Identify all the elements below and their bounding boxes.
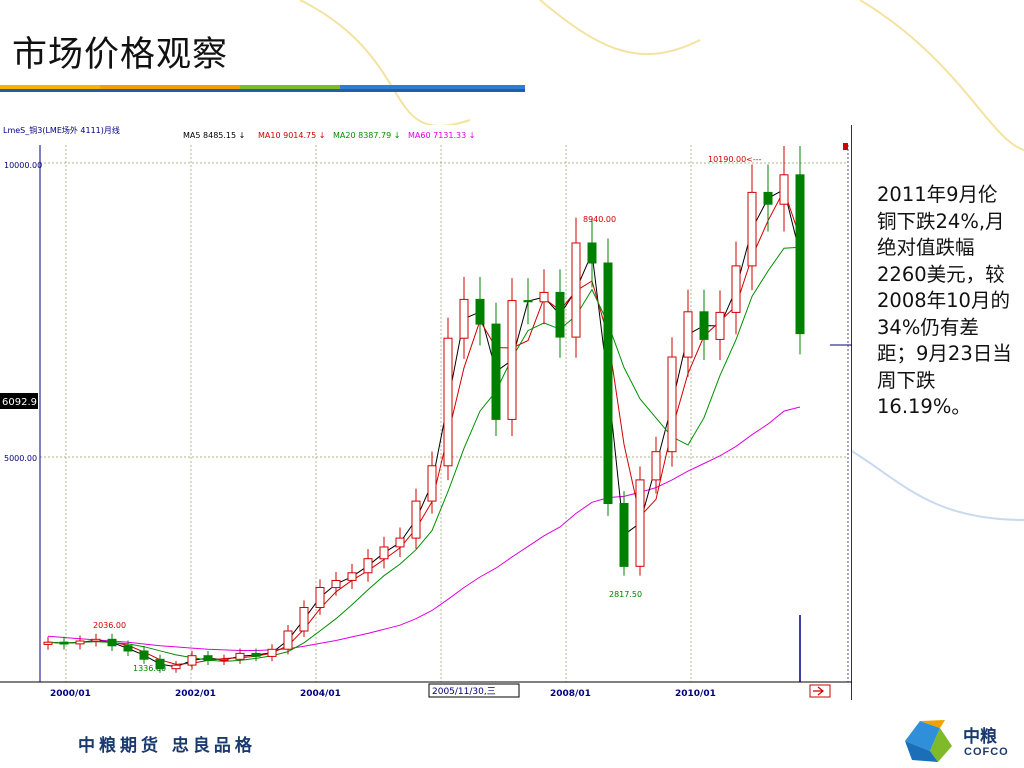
- candle: [411, 488, 421, 549]
- candle: [539, 269, 549, 325]
- candle: [459, 276, 469, 359]
- candle: [91, 633, 101, 647]
- candle: [139, 646, 149, 664]
- price-tag-box: [0, 393, 38, 409]
- candle: [347, 563, 357, 590]
- candle: [155, 654, 165, 673]
- candle: [331, 571, 341, 596]
- annotation-high-2011: 10190.00<---: [708, 155, 762, 164]
- ma60-label: MA60 7131.33 ↓: [408, 131, 475, 140]
- candle: [523, 278, 533, 325]
- y-tick-5000: 5000.00: [4, 454, 37, 463]
- candle: [59, 636, 69, 650]
- candle: [123, 640, 133, 657]
- x-tick-2010: 2010/01: [675, 689, 716, 699]
- commentary-text: 2011年9月伦铜下跌24%,月绝对值跌幅2260美元，较2008年10月的34…: [877, 183, 1012, 418]
- scroll-right-icon[interactable]: [809, 684, 831, 698]
- ma5-label: MA5 8485.15 ↓: [183, 131, 245, 140]
- x-tick-2002: 2002/01: [175, 689, 216, 699]
- candle: [427, 451, 437, 514]
- price-tag-value: 6092.9: [2, 397, 37, 408]
- candle: [443, 317, 453, 481]
- title-underline: [0, 85, 525, 92]
- candles: [43, 145, 805, 673]
- cofco-logo-icon: [905, 720, 952, 762]
- candle: [651, 436, 661, 494]
- candle: [507, 278, 517, 436]
- chart-symbol-label: LmeS_铜3(LME场外 4111)月线: [3, 125, 120, 135]
- candle: [571, 217, 581, 358]
- footer-slogan: 中粮期货 忠良品格: [78, 736, 256, 756]
- candle: [683, 289, 693, 377]
- ma10-label: MA10 9014.75 ↓: [258, 131, 325, 140]
- candle: [379, 536, 389, 569]
- candle: [667, 337, 677, 467]
- annotation-low-2008: 2817.50: [609, 590, 642, 599]
- candle: [699, 289, 709, 360]
- candlestick-chart: LmeS_铜3(LME场外 4111)月线 MA5 8485.15 ↓ MA10…: [0, 125, 852, 700]
- ma20-line: [47, 246, 801, 662]
- candle: [635, 466, 645, 576]
- x-tick-2000: 2000/01: [50, 689, 91, 699]
- logo-chinese-name: 中粮: [963, 727, 997, 747]
- candle: [731, 241, 741, 335]
- x-tick-2008: 2008/01: [550, 689, 591, 699]
- candle: [747, 164, 757, 291]
- candle: [715, 290, 725, 360]
- ma60-line: [47, 406, 801, 651]
- candle: [763, 164, 773, 232]
- annotation-high-2006: 8940.00: [583, 215, 616, 224]
- cursor-date-box: [428, 683, 520, 698]
- logo-english-name: COFCO: [964, 746, 1009, 758]
- candle: [187, 650, 197, 670]
- candle: [219, 654, 229, 665]
- candle: [363, 549, 373, 582]
- candle: [235, 648, 245, 664]
- candle: [203, 650, 213, 665]
- candle: [587, 217, 597, 288]
- candle: [299, 600, 309, 638]
- candle: [619, 491, 629, 576]
- candle: [555, 269, 565, 358]
- cursor-date-label: 2005/11/30,三: [432, 687, 496, 697]
- candle: [315, 579, 325, 615]
- ma20-label: MA20 8387.79 ↓: [333, 131, 400, 140]
- candle: [475, 276, 485, 346]
- candle: [795, 145, 805, 355]
- y-tick-10000: 10000.00: [4, 161, 42, 170]
- candle: [171, 660, 181, 673]
- candle: [75, 635, 85, 650]
- slide-title: 市场价格观察: [12, 35, 229, 75]
- annotation-low-2001: 1336.00: [133, 664, 166, 673]
- candle: [107, 633, 117, 652]
- annotation-high-2000: 2036.00: [93, 621, 126, 630]
- ma10-line: [47, 189, 801, 665]
- candle: [491, 302, 501, 436]
- candle: [251, 648, 261, 662]
- ma5-line: [47, 188, 801, 668]
- candle: [395, 527, 405, 558]
- candle: [779, 145, 789, 232]
- candle: [267, 644, 277, 662]
- candle: [43, 636, 53, 650]
- candle: [603, 238, 613, 516]
- x-tick-2004: 2004/01: [300, 689, 341, 699]
- candle: [283, 625, 293, 655]
